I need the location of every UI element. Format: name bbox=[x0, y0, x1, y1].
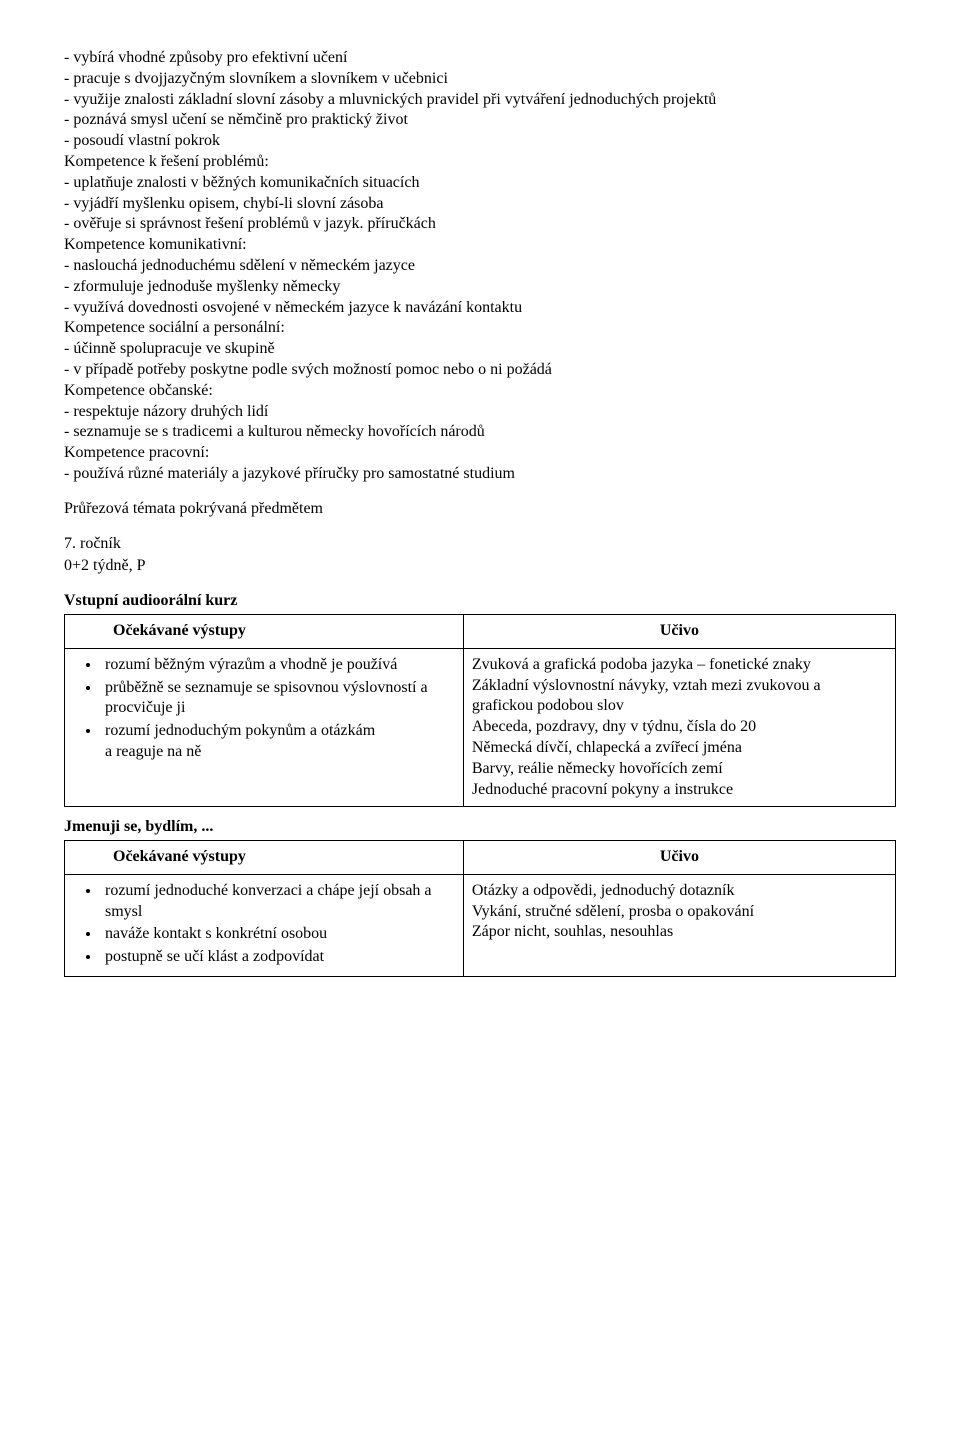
ucivo-line: Abeceda, pozdravy, dny v týdnu, čísla do… bbox=[472, 717, 887, 738]
ucivo-line: Zápor nicht, souhlas, nesouhlas bbox=[472, 922, 887, 943]
table2-col2-header: Učivo bbox=[463, 841, 895, 875]
ucivo-line: Jednoduché pracovní pokyny a instrukce bbox=[472, 780, 887, 801]
list-item: - zformuluje jednoduše myšlenky německy bbox=[64, 277, 896, 298]
list-item: - využívá dovednosti osvojené v německém… bbox=[64, 298, 896, 319]
list-item: - používá různé materiály a jazykové pří… bbox=[64, 464, 896, 485]
list-item: rozumí běžným výrazům a vhodně je použív… bbox=[101, 655, 455, 676]
intro-line: - poznává smysl učení se němčině pro pra… bbox=[64, 110, 896, 131]
list-item: postupně se učí klást a zodpovídat bbox=[101, 947, 455, 968]
kompetence-soc-title: Kompetence sociální a personální: bbox=[64, 318, 896, 339]
list-item: - uplatňuje znalosti v běžných komunikač… bbox=[64, 173, 896, 194]
table2: Očekávané výstupy Učivo rozumí jednoduch… bbox=[64, 840, 896, 977]
list-item: naváže kontakt s konkrétní osobou bbox=[101, 924, 455, 945]
prurezova-temata: Průřezová témata pokrývaná předmětem bbox=[64, 499, 896, 520]
table2-col1-cell: rozumí jednoduché konverzaci a chápe jej… bbox=[65, 874, 464, 976]
ucivo-line: Základní výslovnostní návyky, vztah mezi… bbox=[472, 676, 887, 697]
kompetence-obc-title: Kompetence občanské: bbox=[64, 381, 896, 402]
table2-heading: Jmenuji se, bydlím, ... bbox=[64, 817, 896, 838]
ucivo-line: Německá dívčí, chlapecká a zvířecí jména bbox=[472, 738, 887, 759]
kompetence-soc-items: - účinně spolupracuje ve skupině - v pří… bbox=[64, 339, 896, 381]
list-item: - účinně spolupracuje ve skupině bbox=[64, 339, 896, 360]
intro-bullets: - vybírá vhodné způsoby pro efektivní uč… bbox=[64, 48, 896, 152]
ucivo-line: Barvy, reálie německy hovořících zemí bbox=[472, 759, 887, 780]
ucivo-line: Vykání, stručné sdělení, prosba o opakov… bbox=[472, 902, 887, 923]
kompetence-komunik-title: Kompetence komunikativní: bbox=[64, 235, 896, 256]
kompetence-prac-title: Kompetence pracovní: bbox=[64, 443, 896, 464]
table1-col2-cell: Zvuková a grafická podoba jazyka – fonet… bbox=[463, 648, 895, 807]
kompetence-obc-items: - respektuje názory druhých lidí - sezna… bbox=[64, 402, 896, 444]
kompetence-reseni-items: - uplatňuje znalosti v běžných komunikač… bbox=[64, 173, 896, 235]
rocnik-line2: 0+2 týdně, P bbox=[64, 556, 896, 577]
intro-line: - posoudí vlastní pokrok bbox=[64, 131, 896, 152]
kompetence-prac-items: - používá různé materiály a jazykové pří… bbox=[64, 464, 896, 485]
ucivo-line: grafickou podobou slov bbox=[472, 696, 887, 717]
list-item: rozumí jednoduchým pokynům a otázkáma re… bbox=[101, 721, 455, 763]
kompetence-komunik-items: - naslouchá jednoduchému sdělení v němec… bbox=[64, 256, 896, 318]
kompetence-reseni-title: Kompetence k řešení problémů: bbox=[64, 152, 896, 173]
list-item: - v případě potřeby poskytne podle svých… bbox=[64, 360, 896, 381]
table1: Očekávané výstupy Učivo rozumí běžným vý… bbox=[64, 614, 896, 807]
list-item: průběžně se seznamuje se spisovnou výslo… bbox=[101, 678, 455, 720]
list-item: - respektuje názory druhých lidí bbox=[64, 402, 896, 423]
list-item: - seznamuje se s tradicemi a kulturou ně… bbox=[64, 422, 896, 443]
table1-col2-header: Učivo bbox=[463, 614, 895, 648]
table1-col1-cell: rozumí běžným výrazům a vhodně je použív… bbox=[65, 648, 464, 807]
table1-heading: Vstupní audioorální kurz bbox=[64, 591, 896, 612]
table1-col1-header: Očekávané výstupy bbox=[65, 614, 464, 648]
list-item: - ověřuje si správnost řešení problémů v… bbox=[64, 214, 896, 235]
list-item: - naslouchá jednoduchému sdělení v němec… bbox=[64, 256, 896, 277]
intro-line: - vybírá vhodné způsoby pro efektivní uč… bbox=[64, 48, 896, 69]
table2-col2-cell: Otázky a odpovědi, jednoduchý dotazník V… bbox=[463, 874, 895, 976]
rocnik-line1: 7. ročník bbox=[64, 534, 896, 555]
ucivo-line: Otázky a odpovědi, jednoduchý dotazník bbox=[472, 881, 887, 902]
list-item: - vyjádří myšlenku opisem, chybí-li slov… bbox=[64, 194, 896, 215]
list-item: rozumí jednoduché konverzaci a chápe jej… bbox=[101, 881, 455, 923]
ucivo-line: Zvuková a grafická podoba jazyka – fonet… bbox=[472, 655, 887, 676]
intro-line: - využije znalosti základní slovní zásob… bbox=[64, 90, 896, 111]
intro-line: - pracuje s dvojjazyčným slovníkem a slo… bbox=[64, 69, 896, 90]
table2-col1-header: Očekávané výstupy bbox=[65, 841, 464, 875]
